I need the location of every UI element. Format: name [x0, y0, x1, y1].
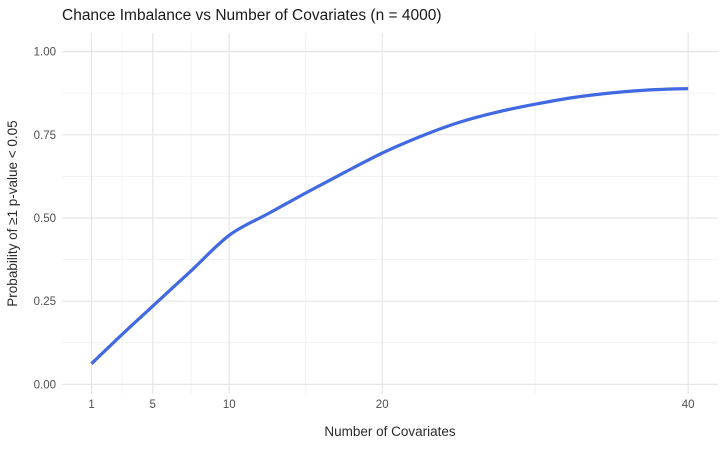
y-tick-label: 0.75	[34, 130, 56, 142]
x-axis-title: Number of Covariates	[324, 424, 456, 439]
y-tick-label: 1.00	[34, 47, 56, 59]
x-tick-label: 20	[376, 399, 389, 411]
grid-major-lines	[62, 33, 718, 394]
x-tick-label: 40	[682, 399, 695, 411]
y-axis-title: Probability of ≥1 p-value < 0.05	[5, 120, 20, 306]
x-tick-label: 1	[88, 399, 94, 411]
y-tick-label: 0.25	[34, 296, 56, 308]
y-tick-label: 0.00	[34, 379, 56, 391]
curve-line	[90, 87, 689, 365]
x-tick-label: 10	[223, 399, 236, 411]
grid-minor-lines	[62, 33, 718, 394]
x-tick-labels: 1 5 10 20 40	[88, 399, 694, 411]
plot-title: Chance Imbalance vs Number of Covariates…	[62, 7, 442, 24]
y-tick-label: 0.50	[34, 213, 56, 225]
x-tick-label: 5	[150, 399, 156, 411]
y-tick-labels: 0.00 0.25 0.50 0.75 1.00	[34, 47, 56, 392]
